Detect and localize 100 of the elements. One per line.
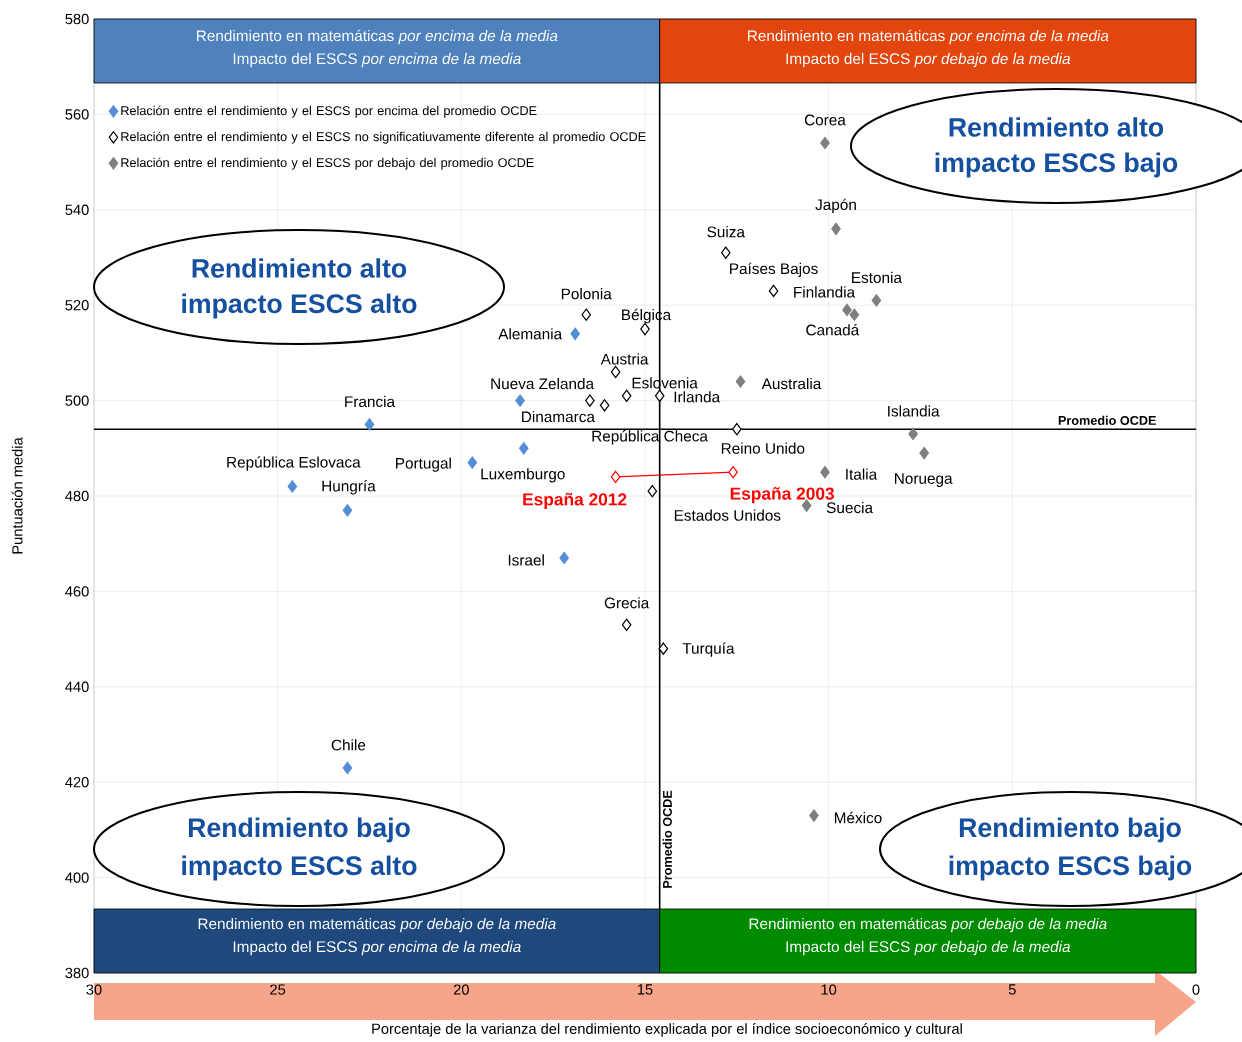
y-tick-label: 400 — [65, 872, 89, 883]
point — [610, 470, 621, 484]
y-tick-label: 420 — [65, 777, 89, 788]
annotation: Rendimiento alto — [192, 258, 407, 278]
point — [342, 761, 353, 775]
point — [621, 618, 632, 631]
annotation: España 2012 — [523, 492, 627, 509]
annotation: Corea — [804, 114, 846, 126]
x-axis-title: Porcentaje de la varianza del rendimiento explicada por el índice socioeconómico y cultural — [372, 1023, 962, 1037]
x-tick-label: 15 — [637, 984, 653, 995]
annotation: Impacto del ESCS por encima de la media — [233, 52, 521, 68]
annotation: Hungría — [322, 480, 376, 495]
annotation: impacto ESCS bajo — [949, 855, 1192, 881]
annotation: Suecia — [826, 501, 874, 514]
y-tick-label: 460 — [65, 586, 89, 597]
point — [287, 480, 298, 493]
point — [820, 465, 830, 479]
y-tick-label: 480 — [65, 490, 89, 502]
annotation: Noruega — [895, 473, 953, 487]
point — [658, 642, 669, 655]
y-tick-label: 560 — [65, 109, 89, 120]
point — [570, 327, 580, 341]
y-tick-label: 380 — [65, 967, 89, 979]
point — [831, 222, 841, 236]
point — [768, 284, 779, 298]
annotation: Estados Unidos — [674, 509, 781, 521]
point — [467, 456, 478, 469]
annotation: Dinamarca — [522, 410, 595, 423]
annotation: Irlanda — [674, 391, 721, 403]
annotation: República Checa — [592, 430, 708, 445]
point — [515, 394, 525, 407]
point — [919, 446, 929, 460]
point — [559, 551, 569, 565]
annotation: Alemania — [498, 328, 563, 340]
annotation: Rendimiento en matemáticas por debajo de la media — [749, 917, 1107, 933]
annotation: Impacto del ESCS por debajo de la media — [786, 52, 1071, 68]
point — [654, 389, 665, 403]
ref-line-label: Promedio OCDE — [662, 790, 672, 888]
point — [647, 485, 658, 498]
annotation: Islandia — [888, 405, 940, 417]
ref-line-label: Promedio OCDE — [1058, 415, 1156, 425]
point — [610, 365, 621, 379]
annotation: Impacto del ESCS por debajo de la media — [786, 940, 1071, 956]
annotation: Rendimiento bajo — [188, 817, 410, 843]
x-tick-label: 10 — [821, 984, 837, 995]
x-tick-label: 0 — [1192, 984, 1200, 995]
point — [581, 308, 592, 321]
annotation: Chile — [331, 739, 366, 751]
point — [721, 246, 731, 259]
point — [809, 809, 819, 822]
annotation: México — [834, 811, 882, 824]
y-axis-title: Puntuación media — [11, 437, 23, 554]
point — [871, 294, 882, 307]
annotation: impacto ESCS bajo — [935, 152, 1178, 178]
annotation: Rendimiento en matemáticas por encima de la media — [747, 29, 1109, 45]
annotation: Italia — [846, 468, 878, 480]
point — [735, 375, 746, 388]
annotation: Suiza — [707, 226, 745, 238]
x-tick-label: 30 — [86, 984, 102, 995]
point — [732, 423, 742, 436]
annotation: Rendimiento en matemáticas por debajo de la media — [198, 917, 556, 933]
y-tick-label: 440 — [65, 681, 89, 692]
annotation: Rendimiento en matemáticas por encima de la media — [197, 29, 558, 45]
point — [585, 394, 595, 407]
annotation: Estonia — [852, 271, 902, 284]
annotation: impacto ESCS alto — [182, 855, 417, 881]
annotation: Luxemburgo — [481, 468, 565, 483]
annotation: Impacto del ESCS por encima de la media — [233, 940, 521, 956]
annotation: Israel — [508, 554, 544, 566]
point — [621, 389, 632, 403]
point — [842, 303, 852, 317]
point — [728, 465, 738, 479]
point — [908, 427, 918, 441]
annotation: Reino Unido — [721, 442, 805, 454]
point — [342, 504, 353, 517]
point — [364, 418, 375, 431]
annotation: Canadá — [806, 324, 860, 336]
annotation: Australia — [761, 377, 822, 390]
x-tick-label: 5 — [1008, 984, 1016, 995]
y-tick-label: 500 — [65, 395, 89, 406]
annotation: Nueva Zelanda — [491, 377, 595, 390]
legend-label: Relación entre el rendimiento y el ESCS no significatiuvamente diferente al promedio OCDE — [121, 131, 646, 144]
annotation: Rendimiento bajo — [959, 817, 1181, 843]
annotation: Austria — [600, 353, 649, 365]
legend-label: Relación entre el rendimiento y el ESCS por debajo del promedio OCDE — [121, 157, 534, 170]
annotation: Finlandia — [794, 286, 856, 298]
annotation: Grecia — [604, 597, 650, 609]
point — [599, 399, 610, 412]
x-tick-label: 25 — [270, 984, 286, 995]
annotation: Francia — [345, 395, 396, 408]
point — [801, 499, 812, 512]
annotation: impacto ESCS alto — [182, 293, 417, 319]
x-tick-label: 20 — [453, 984, 469, 995]
point — [849, 308, 860, 321]
annotation: Polonia — [561, 288, 612, 300]
annotation: Países Bajos — [730, 262, 818, 278]
y-tick-label: 580 — [65, 13, 89, 25]
annotation: Turquía — [682, 642, 735, 657]
legend-label: Relación entre el rendimiento y el ESCS por encima del promedio OCDE — [121, 105, 537, 118]
y-tick-label: 520 — [65, 300, 89, 311]
